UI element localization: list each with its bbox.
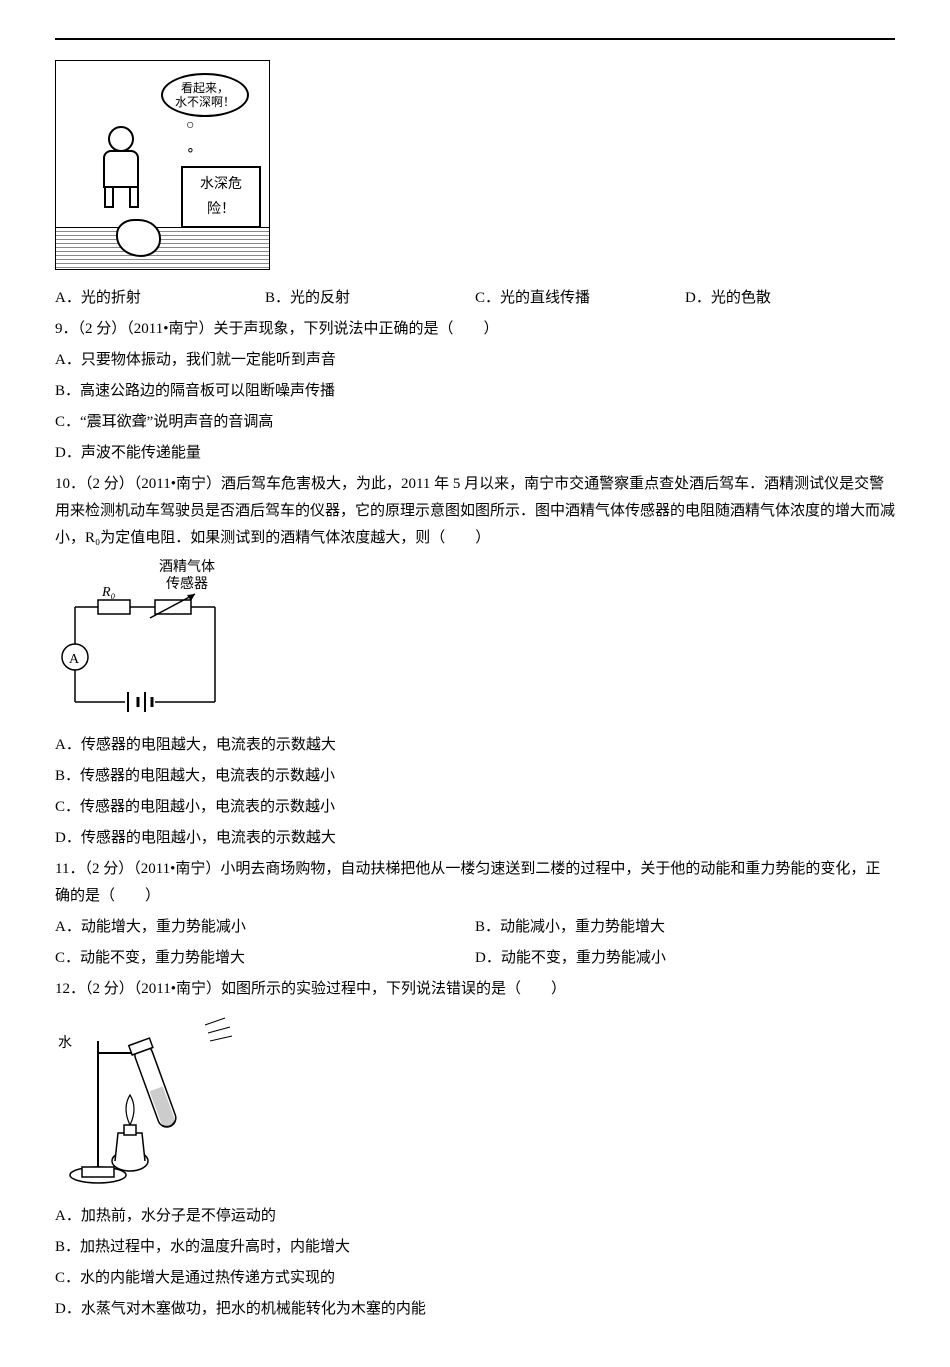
q8-figure: 看起来，水不深啊！ ○∘ 水深危险！ [55, 60, 270, 270]
person-figure [96, 126, 146, 216]
q10-circuit-figure: 酒精气体传感器 R₀ A [60, 562, 230, 717]
water-label: 水 [58, 1031, 72, 1056]
q10-stem: 10．（2 分）（2011•南宁）酒后驾车危害极大，为此，2011 年 5 月以… [55, 471, 895, 552]
q11-option-d: D．动能不变，重力势能减小 [475, 945, 895, 972]
speech-bubble: 看起来，水不深啊！ [161, 73, 249, 117]
q8-option-c: C．光的直线传播 [475, 285, 685, 312]
speech-tail: ○∘ [186, 113, 195, 163]
q8-option-a: A．光的折射 [55, 285, 265, 312]
ammeter-label: A [69, 647, 79, 672]
q10-option-a: A．传感器的电阻越大，电流表的示数越大 [55, 732, 895, 759]
person-body [103, 150, 139, 188]
q10-option-b: B．传感器的电阻越大，电流表的示数越小 [55, 763, 895, 790]
q11-options-row2: C．动能不变，重力势能增大 D．动能不变，重力势能减小 [55, 945, 895, 972]
page-content: 看起来，水不深啊！ ○∘ 水深危险！ A．光的折射 B．光的反射 C．光的直线传… [55, 60, 895, 1323]
q9-option-c: C．“震耳欲聋”说明声音的音调高 [55, 409, 895, 436]
q9-option-a: A．只要物体振动，我们就一定能听到声音 [55, 347, 895, 374]
person-legs [96, 186, 146, 208]
q12-stem: 12．（2 分）（2011•南宁）如图所示的实验过程中，下列说法错误的是（ ） [55, 976, 895, 1003]
q8-options: A．光的折射 B．光的反射 C．光的直线传播 D．光的色散 [55, 285, 895, 312]
q12-figure: 水 [60, 1013, 245, 1188]
q10-option-d: D．传感器的电阻越小，电流表的示数越大 [55, 825, 895, 852]
q10-option-c: C．传感器的电阻越小，电流表的示数越小 [55, 794, 895, 821]
q8-option-d: D．光的色散 [685, 285, 895, 312]
q8-option-b: B．光的反射 [265, 285, 475, 312]
q8-figure-container: 看起来，水不深啊！ ○∘ 水深危险！ [55, 60, 895, 270]
page-top-border [55, 38, 895, 40]
experiment-svg [60, 1013, 245, 1188]
q12-option-a: A．加热前，水分子是不停运动的 [55, 1203, 895, 1230]
q9-option-b: B．高速公路边的隔音板可以阻断噪声传播 [55, 378, 895, 405]
q11-option-b: B．动能减小，重力势能增大 [475, 914, 895, 941]
q12-option-d: D．水蒸气对木塞做功，把水的机械能转化为木塞的内能 [55, 1296, 895, 1323]
q11-option-c: C．动能不变，重力势能增大 [55, 945, 475, 972]
r0-label: R₀ [102, 580, 115, 605]
water-area [56, 227, 269, 269]
person-head [108, 126, 134, 152]
q9-option-d: D．声波不能传递能量 [55, 440, 895, 467]
person-leg-left [104, 186, 114, 208]
sensor-label: 酒精气体传感器 [152, 560, 222, 594]
sign-board: 水深危险！ [181, 166, 261, 228]
q11-options-row1: A．动能增大，重力势能减小 B．动能减小，重力势能增大 [55, 914, 895, 941]
q12-option-b: B．加热过程中，水的温度升高时，内能增大 [55, 1234, 895, 1261]
person-leg-right [129, 186, 139, 208]
q11-option-a: A．动能增大，重力势能减小 [55, 914, 475, 941]
q12-option-c: C．水的内能增大是通过热传递方式实现的 [55, 1265, 895, 1292]
q9-stem: 9．（2 分）（2011•南宁）关于声现象，下列说法中正确的是（ ） [55, 316, 895, 343]
q11-stem: 11．（2 分）（2011•南宁）小明去商场购物，自动扶梯把他从一楼匀速送到二楼… [55, 856, 895, 910]
